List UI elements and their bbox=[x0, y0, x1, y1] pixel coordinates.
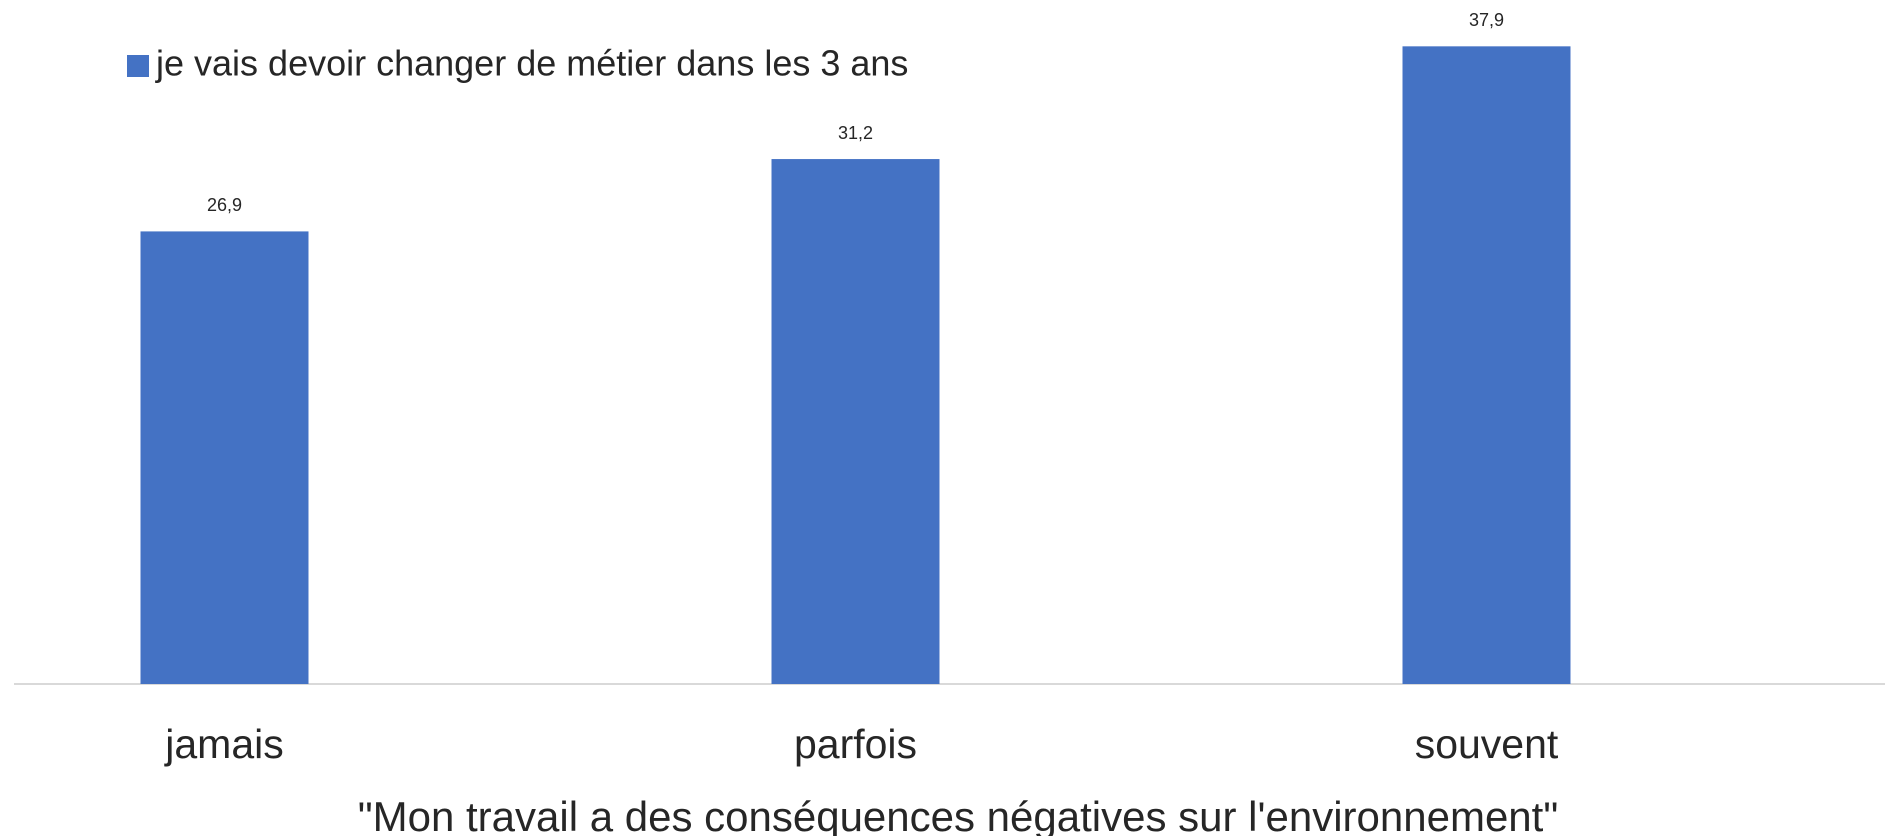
legend-label: je vais devoir changer de métier dans le… bbox=[155, 43, 908, 84]
legend-swatch bbox=[127, 55, 149, 77]
bar bbox=[771, 159, 940, 684]
x-tick-label: souvent bbox=[1415, 721, 1559, 767]
data-label: 31,2 bbox=[838, 123, 873, 143]
x-axis-label: "Mon travail a des conséquences négative… bbox=[358, 793, 1559, 836]
x-tick-label: parfois bbox=[794, 721, 917, 767]
bar bbox=[140, 231, 309, 684]
bar bbox=[1402, 46, 1571, 684]
x-tick-label: jamais bbox=[164, 721, 283, 767]
data-label: 37,9 bbox=[1469, 10, 1504, 30]
data-label: 26,9 bbox=[207, 195, 242, 215]
